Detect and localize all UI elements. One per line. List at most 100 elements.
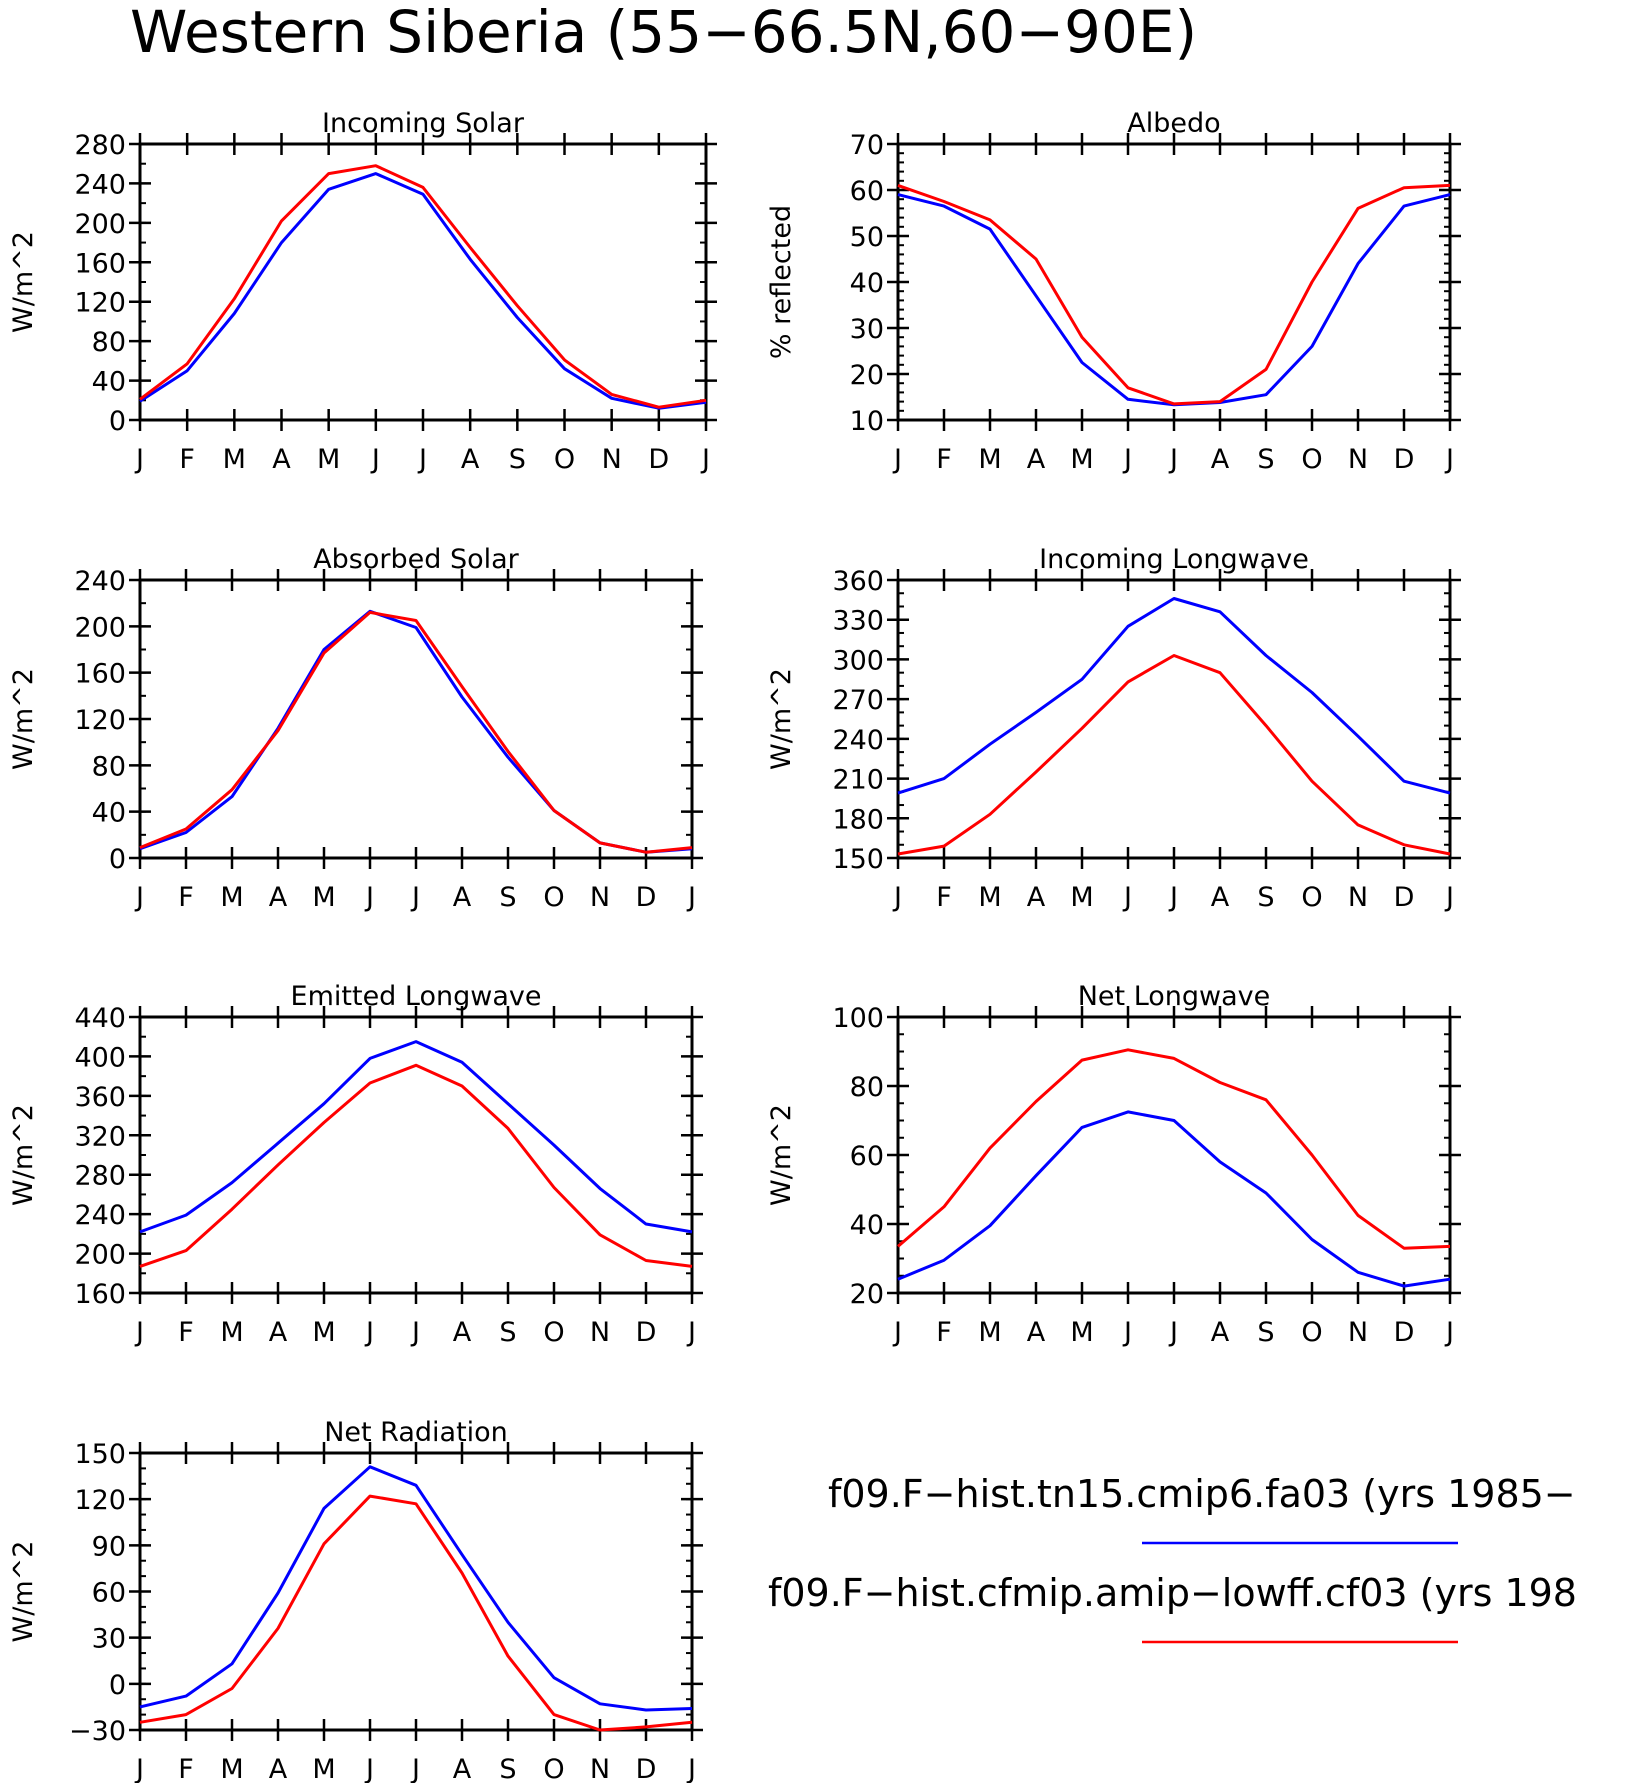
y-tick-label: 180	[832, 804, 884, 835]
y-tick-label: 150	[832, 844, 884, 875]
x-tick-label: D	[636, 1317, 657, 1348]
y-axis-label: W/m^2	[8, 231, 39, 333]
x-tick-label: J	[1444, 882, 1454, 913]
y-tick-label: 80	[92, 751, 126, 782]
x-tick-label: N	[590, 1317, 610, 1348]
x-tick-label: J	[1168, 444, 1178, 475]
y-tick-label: −30	[69, 1716, 126, 1747]
figure-title: Western Siberia (55−66.5N,60−90E)	[130, 0, 1197, 66]
y-tick-label: 120	[74, 705, 126, 736]
x-tick-label: F	[178, 1754, 194, 1783]
x-tick-label: M	[220, 1754, 243, 1783]
x-tick-label: J	[686, 1317, 696, 1348]
x-tick-label: A	[1211, 882, 1230, 913]
x-tick-label: J	[1122, 1317, 1132, 1348]
x-tick-label: J	[134, 882, 144, 913]
y-tick-label: 80	[850, 1072, 884, 1103]
x-tick-label: J	[370, 444, 380, 475]
x-tick-label: N	[602, 444, 622, 475]
series-line-1	[897, 193, 1451, 407]
y-tick-label: 320	[74, 1121, 126, 1152]
y-tick-label: 60	[850, 1141, 884, 1172]
x-tick-label: M	[312, 1317, 335, 1348]
y-tick-label: 40	[850, 1210, 884, 1241]
x-tick-label: J	[1122, 882, 1132, 913]
y-tick-label: 40	[92, 367, 126, 398]
y-tick-label: 90	[92, 1531, 126, 1562]
y-tick-label: 160	[74, 1279, 126, 1310]
x-tick-label: J	[1444, 444, 1454, 475]
x-tick-label: A	[1027, 882, 1046, 913]
x-tick-label: O	[543, 1754, 564, 1783]
y-tick-label: 30	[92, 1624, 126, 1655]
x-tick-label: A	[272, 444, 291, 475]
panel-title: Net Radiation	[324, 1417, 508, 1448]
x-tick-label: A	[461, 444, 480, 475]
x-tick-label: O	[543, 882, 564, 913]
x-tick-label: M	[317, 444, 340, 475]
series-line-2	[139, 164, 707, 409]
x-tick-label: O	[543, 1317, 564, 1348]
y-tick-label: 360	[74, 1082, 126, 1113]
y-tick-label: 360	[832, 566, 884, 597]
y-tick-label: 60	[92, 1578, 126, 1609]
x-tick-label: S	[1257, 444, 1274, 475]
series-line-2	[139, 1494, 693, 1732]
series-line-2	[897, 183, 1451, 406]
panel-1: J F M A M J J A S O N D J04080120160200240280Incomin…	[8, 108, 717, 475]
x-tick-label: J	[1168, 882, 1178, 913]
x-tick-label: F	[178, 1317, 194, 1348]
plot-frame	[896, 578, 1452, 860]
panel-4: J F M A M J J A S O N D J150180210240270300330360Inc…	[766, 544, 1461, 913]
x-tick-label: N	[1348, 1317, 1368, 1348]
x-tick-label: M	[978, 882, 1001, 913]
x-tick-label: J	[364, 1754, 374, 1783]
x-tick-label: S	[1257, 882, 1274, 913]
x-tick-label: J	[410, 1317, 420, 1348]
x-tick-label: F	[178, 882, 194, 913]
legend-label-series-2: f09.F−hist.cfmip.amip−lowff.cf03 (yrs 19…	[768, 1571, 1577, 1615]
x-tick-label: M	[978, 1317, 1001, 1348]
x-tick-label: N	[590, 1754, 610, 1783]
x-tick-label: S	[499, 1317, 516, 1348]
y-tick-label: 200	[74, 1240, 126, 1271]
x-tick-label: F	[179, 444, 195, 475]
x-tick-label: J	[686, 1754, 696, 1783]
x-tick-label: D	[1394, 882, 1415, 913]
y-tick-label: 0	[109, 1670, 126, 1701]
x-tick-label: D	[636, 1754, 657, 1783]
series-line-1	[897, 1110, 1451, 1288]
x-tick-label: A	[453, 1317, 472, 1348]
x-tick-label: J	[892, 444, 902, 475]
legend-label-series-1: f09.F−hist.tn15.cmip6.fa03 (yrs 1985−	[828, 1472, 1576, 1516]
x-tick-label: D	[1394, 444, 1415, 475]
x-tick-label: A	[1027, 444, 1046, 475]
x-tick-label: D	[1394, 1317, 1415, 1348]
y-tick-label: 200	[74, 612, 126, 643]
y-tick-label: 0	[109, 844, 126, 875]
x-tick-label: M	[220, 1317, 243, 1348]
panel-title: Net Longwave	[1078, 981, 1271, 1012]
series-line-2	[139, 1063, 693, 1268]
x-tick-label: J	[364, 882, 374, 913]
y-axis-label: W/m^2	[8, 1104, 39, 1206]
x-tick-label: A	[1211, 444, 1230, 475]
y-tick-label: 40	[850, 268, 884, 299]
y-tick-label: 240	[832, 725, 884, 756]
x-tick-label: M	[312, 1754, 335, 1783]
plot-frame	[138, 1451, 694, 1732]
x-tick-label: M	[1070, 1317, 1093, 1348]
y-tick-label: 240	[74, 566, 126, 597]
series-line-1	[139, 1465, 693, 1712]
x-tick-label: J	[1122, 444, 1132, 475]
x-tick-label: A	[269, 1317, 288, 1348]
x-tick-label: A	[453, 1754, 472, 1783]
x-tick-label: N	[1348, 882, 1368, 913]
x-tick-label: J	[134, 1317, 144, 1348]
series-line-1	[897, 597, 1451, 795]
x-tick-label: S	[509, 444, 526, 475]
y-tick-label: 100	[832, 1003, 884, 1034]
